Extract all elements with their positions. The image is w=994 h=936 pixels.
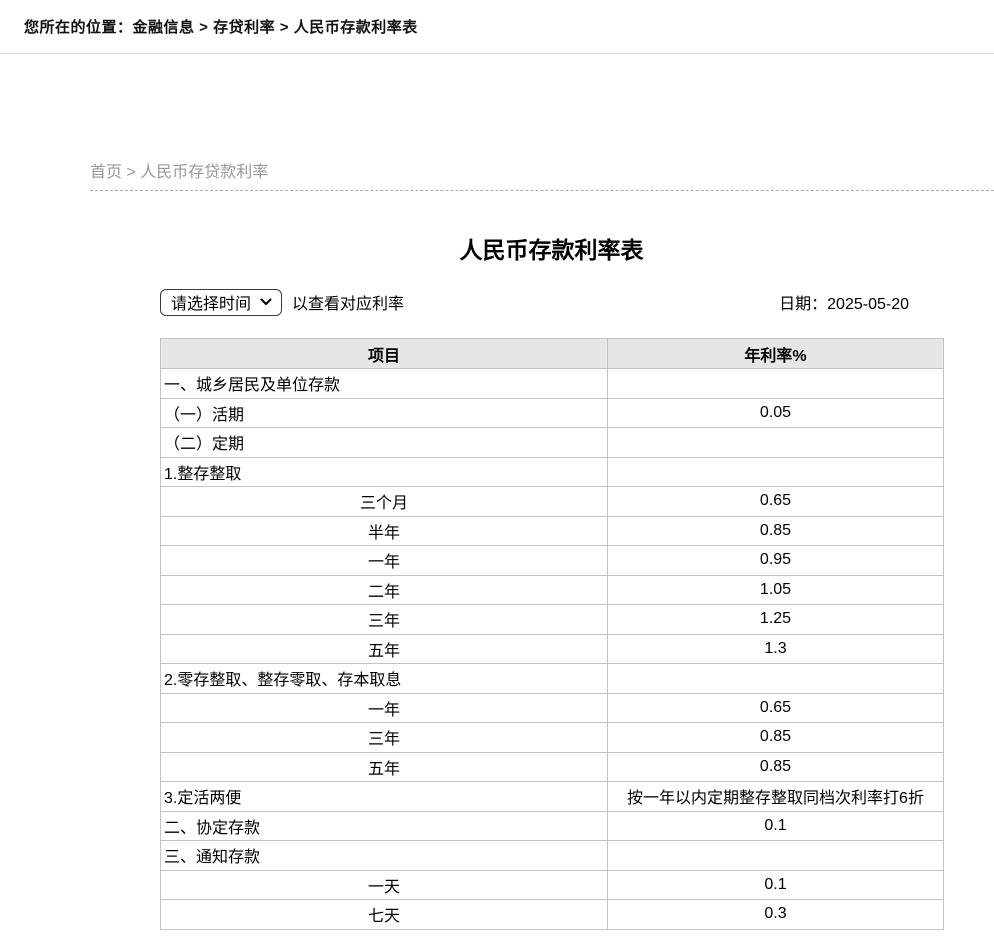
rate-cell: 按一年以内定期整存整取同档次利率打6折 [607,781,944,812]
chevron-down-icon [260,298,272,306]
item-cell: （二）定期 [160,427,608,458]
item-cell: 三、通知存款 [160,840,608,871]
rate-cell: 0.3 [607,899,944,930]
breadcrumb-home-link[interactable]: 首页 [90,164,123,181]
item-cell: 一年 [160,545,608,576]
time-select-value: 请选择时间 [171,296,252,313]
table-row: 1.整存整取 [160,456,944,487]
item-cell: 3.定活两便 [160,781,608,812]
rate-cell [607,663,944,694]
table-row: 三个月 0.65 [160,486,944,517]
table-row: 三、通知存款 [160,840,944,871]
rate-cell: 1.05 [607,574,944,605]
rate-cell: 0.85 [607,515,944,546]
select-hint-text: 以查看对应利率 [292,296,405,313]
table-row: 一、城乡居民及单位存款 [160,368,944,399]
rate-cell: 0.65 [607,692,944,723]
rate-cell: 0.85 [607,751,944,782]
breadcrumb-current: 人民币存贷款利率 [140,164,269,181]
item-cell: 1.整存整取 [160,456,608,487]
rate-cell: 1.3 [607,633,944,664]
rate-cell: 0.65 [607,486,944,517]
table-row: 三年 1.25 [160,604,944,635]
item-cell: 一、城乡居民及单位存款 [160,368,608,399]
item-cell: 二、协定存款 [160,810,608,841]
time-select[interactable]: 请选择时间 [160,288,283,316]
table-row: 一年 0.65 [160,692,944,723]
top-location-bar: 您所在的位置：金融信息 > 存贷利率 > 人民币存款利率表 [0,0,994,54]
rate-cell [607,368,944,399]
item-cell: 三年 [160,604,608,635]
rate-cell [607,840,944,871]
rate-table: 项目 年利率% 一、城乡居民及单位存款 （一）活期 0.05 （二）定期 1.整存整取三… [160,338,944,930]
location-breadcrumb: 您所在的位置：金融信息 > 存贷利率 > 人民币存款利率表 [24,19,418,36]
table-row: 半年 0.85 [160,515,944,546]
header-item: 项目 [160,338,608,369]
item-cell: 五年 [160,751,608,782]
page-title: 人民币存款利率表 [459,237,644,263]
table-row: 一天 0.1 [160,869,944,900]
table-row: 一年 0.95 [160,545,944,576]
breadcrumb-separator: > [122,164,141,181]
item-cell: 2.零存整取、整存零取、存本取息 [160,663,608,694]
main-content: 人民币存款利率表 请选择时间 以查看对应利率 日期：2025-05-20 项目 … [160,235,944,930]
table-row: 二年 1.05 [160,574,944,605]
table-row: （二）定期 [160,427,944,458]
item-cell: 三个月 [160,486,608,517]
rate-cell: 0.1 [607,810,944,841]
table-row: 三年 0.85 [160,722,944,753]
item-cell: （一）活期 [160,397,608,428]
table-row: 二、协定存款 0.1 [160,810,944,841]
controls-row: 请选择时间 以查看对应利率 日期：2025-05-20 [160,288,943,316]
table-row: 3.定活两便 按一年以内定期整存整取同档次利率打6折 [160,781,944,812]
header-rate: 年利率% [607,338,944,369]
rate-cell: 0.85 [607,722,944,753]
rate-table-body: 一、城乡居民及单位存款 （一）活期 0.05 （二）定期 1.整存整取 三个月 0.65 半年… [160,368,944,930]
table-row: 2.零存整取、整存零取、存本取息 [160,663,944,694]
item-cell: 三年 [160,722,608,753]
rate-cell: 0.95 [607,545,944,576]
rate-cell [607,427,944,458]
table-row: 五年 1.3 [160,633,944,664]
item-cell: 一天 [160,869,608,900]
rate-cell: 0.05 [607,397,944,428]
table-row: 七天 0.3 [160,899,944,930]
breadcrumb: 首页 > 人民币存贷款利率 [90,163,994,191]
item-cell: 五年 [160,633,608,664]
item-cell: 半年 [160,515,608,546]
rate-cell [607,456,944,487]
item-cell: 一年 [160,692,608,723]
table-row: （一）活期 0.05 [160,397,944,428]
item-cell: 二年 [160,574,608,605]
rate-cell: 0.1 [607,869,944,900]
table-header-row: 项目 年利率% [160,338,944,369]
rate-cell: 1.25 [607,604,944,635]
date-label: 日期：2025-05-20 [779,296,909,313]
table-row: 五年 0.85 [160,751,944,782]
item-cell: 七天 [160,899,608,930]
